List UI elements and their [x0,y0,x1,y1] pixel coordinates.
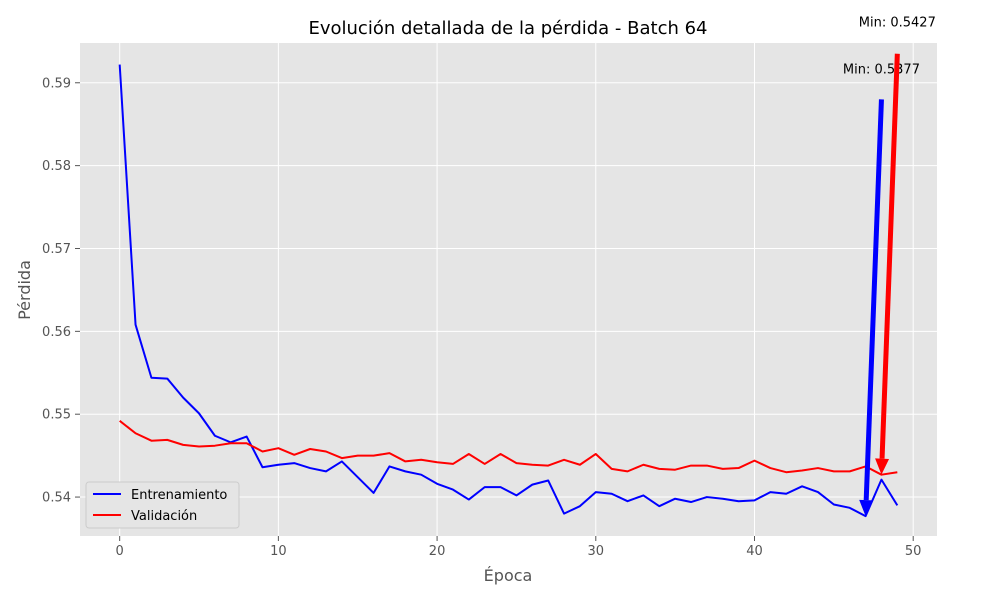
chart-title: Evolución detallada de la pérdida - Batc… [308,18,707,39]
grid-lines [80,43,937,536]
annotation-arrow-shaft [863,99,884,501]
x-axis-ticks: 0 10 20 30 40 50 [116,536,922,559]
y-axis-ticks: 0.54 0.55 0.56 0.57 0.58 0.59 [42,76,80,506]
legend-box [85,481,240,529]
y-tick-label: 0.58 [42,159,71,174]
y-tick-label: 0.59 [42,76,71,91]
min-annotations: Min: 0.5377 Min: 0.5427 [843,15,936,517]
x-tick-label: 50 [905,544,922,559]
x-tick-label: 40 [746,544,763,559]
annotation-arrow-head [875,458,890,475]
plot-area [80,43,937,536]
annotation-arrow-shaft [879,53,900,459]
x-tick-label: 30 [588,544,605,559]
annotation-label: Min: 0.5427 [859,15,936,30]
legend-label-validacion: Validación [131,509,197,524]
annotation-label: Min: 0.5377 [843,63,920,78]
y-tick-label: 0.57 [42,242,71,257]
y-tick-label: 0.56 [42,325,71,340]
series-lines [118,64,899,518]
x-tick-label: 20 [429,544,446,559]
y-tick-label: 0.54 [42,491,71,506]
legend-label-entrenamiento: Entrenamiento [131,488,227,503]
x-axis-label: Época [484,566,533,585]
x-tick-label: 10 [270,544,287,559]
series-line-validacion [119,420,898,476]
y-axis-label: Pérdida [15,260,34,320]
annotation-arrow-head [859,499,874,517]
legend: Entrenamiento Validación [85,481,240,529]
series-line-entrenamiento [118,64,899,518]
x-tick-label: 0 [116,544,124,559]
y-tick-label: 0.55 [42,408,71,423]
